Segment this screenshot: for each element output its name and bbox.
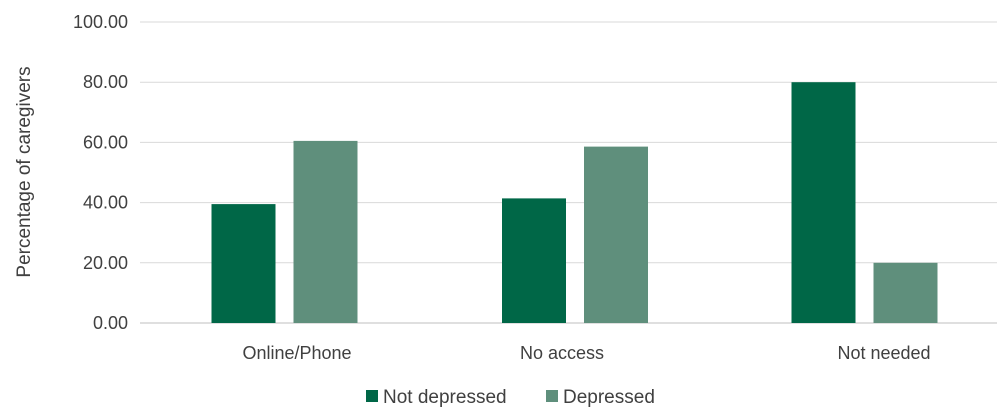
bar-not-depressed <box>502 198 566 323</box>
y-tick-label: 0.00 <box>93 313 128 333</box>
legend-swatch <box>366 390 378 402</box>
y-axis-ticks: 0.00 20.00 40.00 60.00 80.00 100.00 <box>73 12 128 333</box>
bar-not-depressed <box>211 204 276 323</box>
legend: Not depressed Depressed <box>366 387 655 408</box>
bar-depressed <box>293 140 358 323</box>
bar-not-depressed <box>791 82 856 323</box>
legend-label: Not depressed <box>383 387 507 408</box>
y-tick-label: 80.00 <box>83 72 128 92</box>
legend-swatch <box>546 390 558 402</box>
x-tick-label: Not needed <box>837 343 930 363</box>
bar-depressed <box>584 146 648 323</box>
y-tick-label: 100.00 <box>73 12 128 32</box>
legend-label: Depressed <box>563 387 655 408</box>
y-tick-label: 40.00 <box>83 193 128 213</box>
y-tick-label: 20.00 <box>83 253 128 273</box>
x-axis-labels: Online/Phone No access Not needed <box>242 343 930 363</box>
y-tick-label: 60.00 <box>83 132 128 152</box>
bars <box>211 82 938 323</box>
y-axis-title: Percentage of caregivers <box>14 66 35 277</box>
bar-depressed <box>873 262 938 323</box>
x-tick-label: No access <box>520 343 604 363</box>
x-tick-label: Online/Phone <box>242 343 351 363</box>
